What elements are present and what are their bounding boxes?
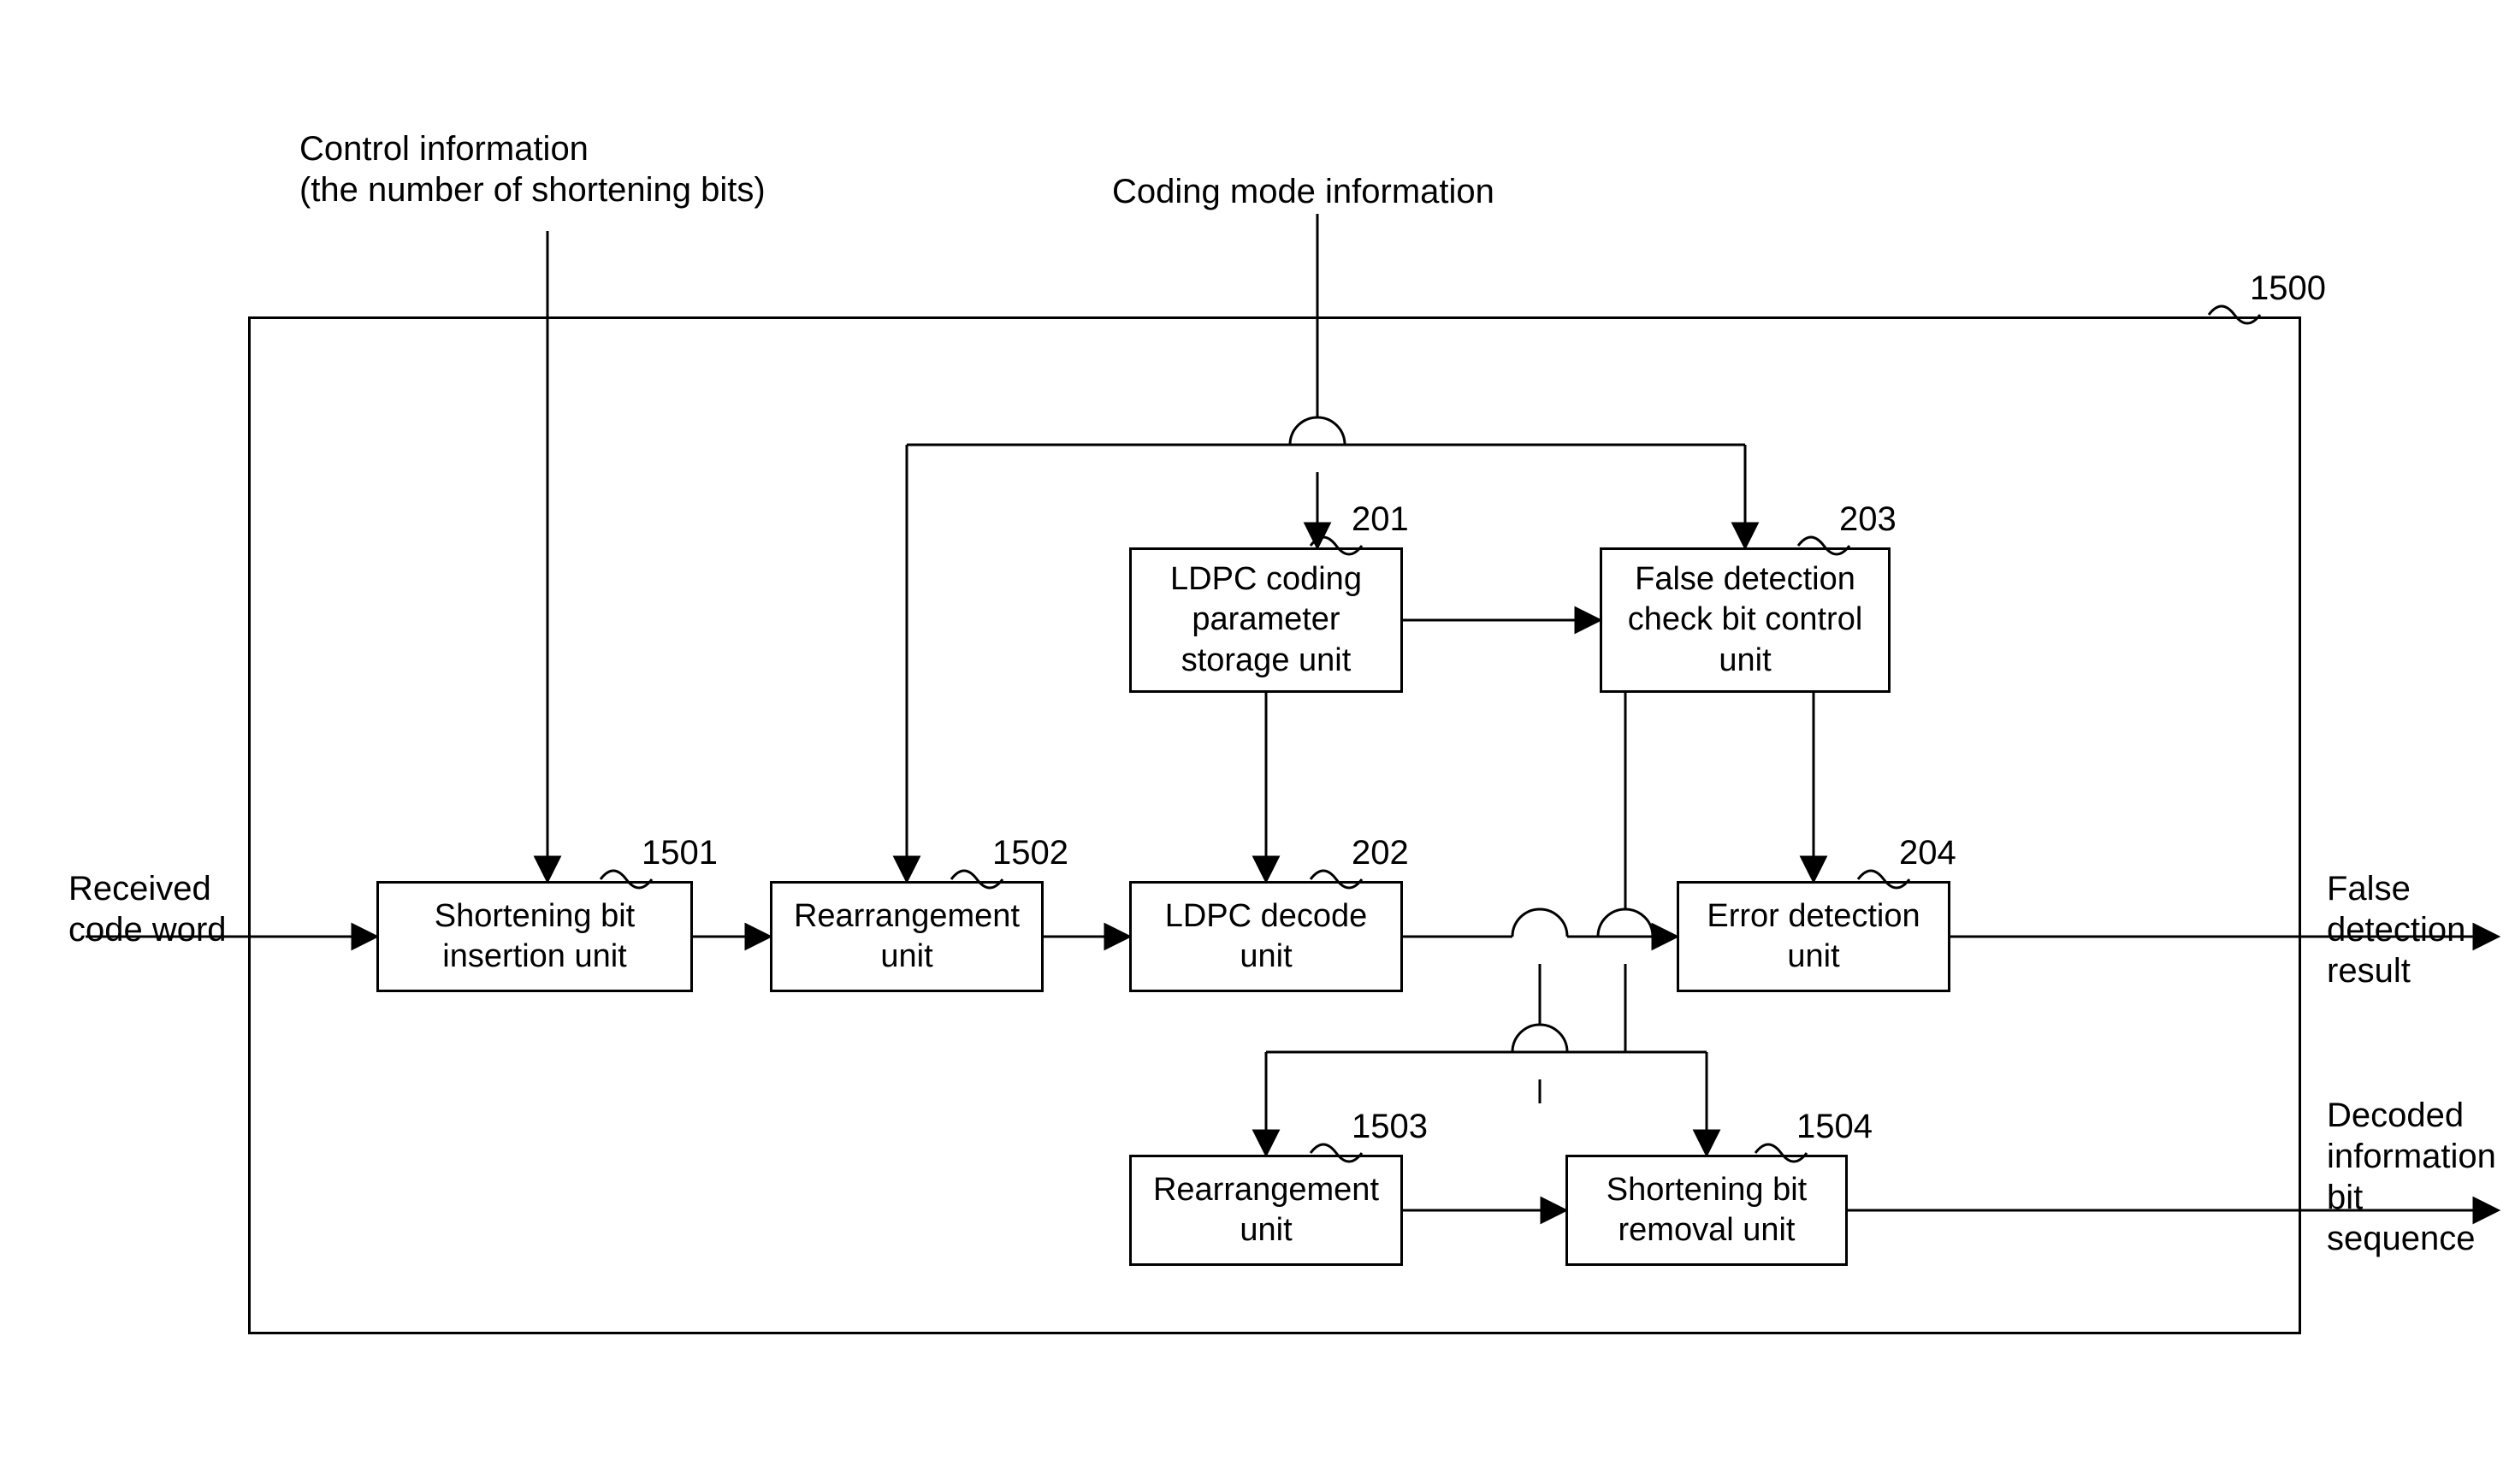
diagram-root: Control information (the number of short…	[0, 0, 2515, 1484]
connector-layer	[0, 0, 2515, 1484]
